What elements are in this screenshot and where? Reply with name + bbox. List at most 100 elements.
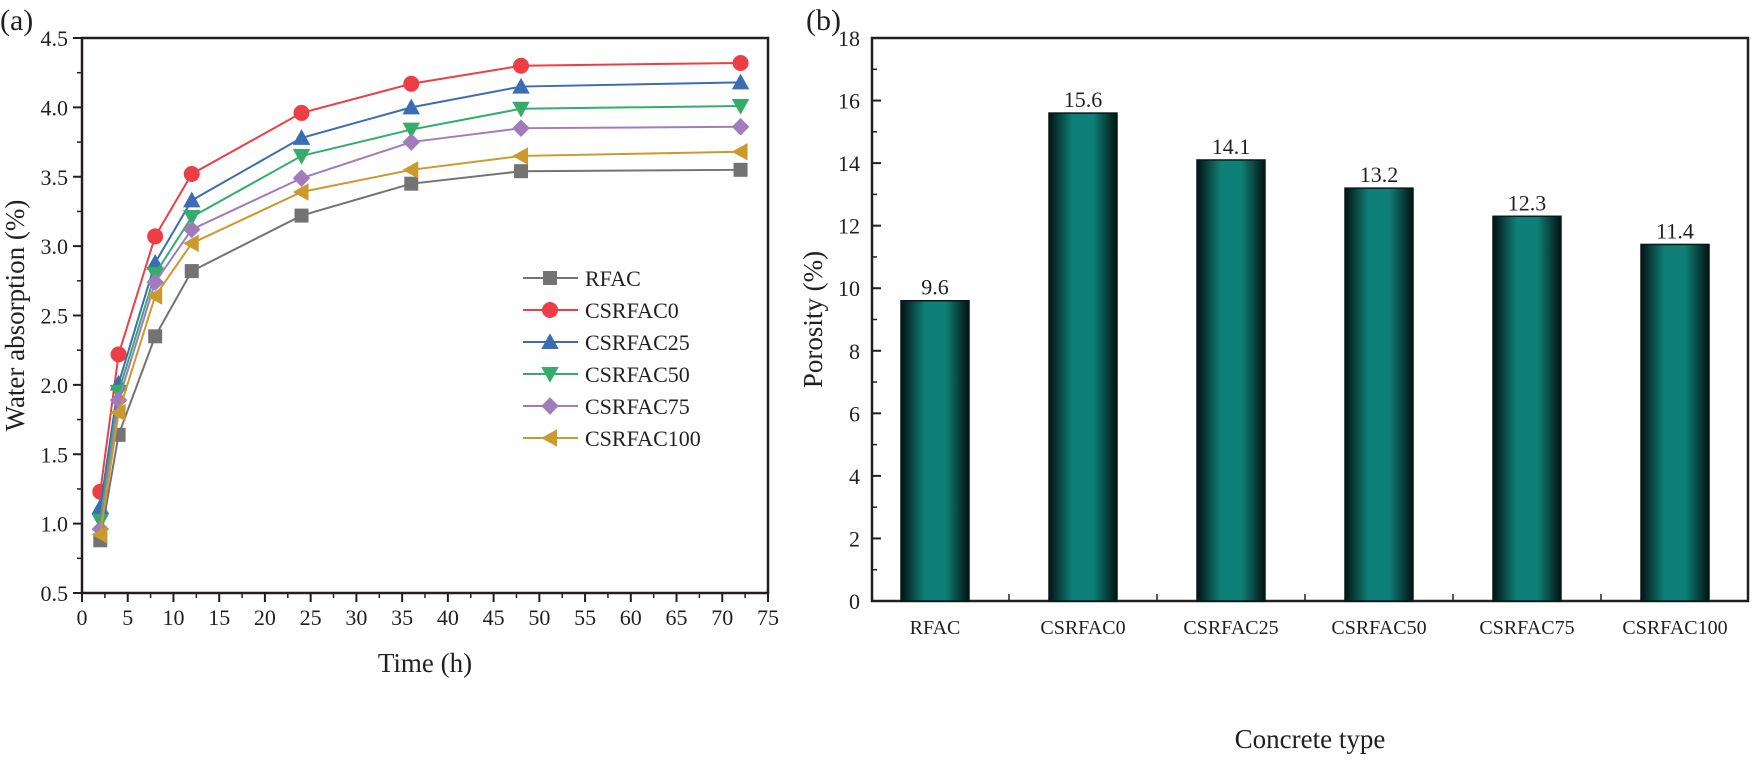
y-tick-label: 3.5 <box>41 165 69 190</box>
data-label: 12.3 <box>1508 190 1547 215</box>
data-point <box>402 133 421 151</box>
y-tick-label: 1.5 <box>41 442 69 467</box>
data-point <box>293 104 310 121</box>
x-tick-label: CSRFAC0 <box>1040 617 1125 639</box>
data-point <box>292 169 311 187</box>
legend-label: RFAC <box>585 266 641 291</box>
bar-rfac <box>900 299 970 602</box>
data-point <box>402 98 421 115</box>
x-tick-label: 0 <box>77 605 88 630</box>
data-point <box>541 367 559 383</box>
data-point <box>732 54 749 71</box>
data-point <box>541 333 559 349</box>
bar-csrfac100 <box>1640 243 1710 602</box>
legend-label: CSRFAC100 <box>585 426 701 451</box>
x-tick-label: 60 <box>620 605 642 630</box>
y-tick-label: 4.5 <box>41 26 69 51</box>
y-tick-label: 4.0 <box>41 95 69 120</box>
series-line <box>99 104 741 521</box>
y-tick-label: 8 <box>849 339 860 364</box>
y-tick-label: 16 <box>838 89 860 114</box>
x-tick-label: 40 <box>437 605 459 630</box>
x-tick-label: 35 <box>391 605 413 630</box>
x-tick-label: RFAC <box>910 617 961 639</box>
bar-csrfac0 <box>1048 112 1118 602</box>
bar-csrfac50 <box>1344 187 1414 602</box>
data-point <box>541 397 559 415</box>
data-point <box>147 228 164 245</box>
y-tick-label: 0.5 <box>41 581 69 606</box>
y-tick-label: 2.5 <box>41 304 69 329</box>
data-point <box>183 165 200 182</box>
x-axis-label: Concrete type <box>1235 724 1386 754</box>
y-tick-label: 6 <box>849 401 860 426</box>
data-point <box>110 346 127 363</box>
y-tick-label: 2.0 <box>41 373 69 398</box>
data-point <box>294 208 309 223</box>
data-point <box>514 164 529 179</box>
data-label: 13.2 <box>1360 162 1399 187</box>
data-point <box>512 101 530 118</box>
series-line <box>99 150 741 535</box>
data-label: 11.4 <box>1656 218 1694 243</box>
bar-csrfac25 <box>1196 159 1266 602</box>
data-point <box>541 429 557 447</box>
data-point <box>292 183 309 201</box>
data-point <box>148 329 163 344</box>
legend-label: CSRFAC25 <box>585 330 690 355</box>
y-tick-label: 0 <box>849 589 860 614</box>
x-axis-label: Time (h) <box>378 648 472 678</box>
series-line <box>99 81 741 508</box>
data-point <box>292 148 311 165</box>
data-point <box>731 98 750 115</box>
x-tick-label: 55 <box>574 605 596 630</box>
data-point <box>183 209 201 226</box>
data-point <box>146 273 164 291</box>
legend: RFAC CSRFAC0 CSRFAC25 CSRFAC50 CSRFAC75 CSRFA… <box>523 266 701 451</box>
legend-label: CSRFAC50 <box>585 362 690 387</box>
legend-label: CSRFAC0 <box>585 298 679 323</box>
y-tick-label: 12 <box>838 214 860 239</box>
series-line <box>99 61 741 492</box>
data-point <box>183 220 201 239</box>
x-tick-label: CSRFAC75 <box>1479 617 1574 639</box>
series-csrfac100 <box>91 143 748 544</box>
data-point <box>512 77 530 94</box>
data-point <box>292 129 311 145</box>
data-label: 14.1 <box>1212 134 1251 159</box>
x-tick-label: 25 <box>300 605 322 630</box>
data-point <box>731 143 748 161</box>
x-tick-label: 45 <box>483 605 505 630</box>
y-tick-label: 4 <box>849 464 860 489</box>
data-point <box>146 287 163 305</box>
x-tick-label: 75 <box>757 605 779 630</box>
y-tick-label: 10 <box>838 276 860 301</box>
y-axis-label: Porosity (%) <box>798 251 828 388</box>
legend-label: CSRFAC75 <box>585 394 690 419</box>
data-point <box>542 302 558 318</box>
data-point <box>403 75 420 92</box>
data-point <box>109 403 126 422</box>
panel-label: (b) <box>806 4 841 37</box>
data-point <box>91 525 108 544</box>
y-tick-label: 1.0 <box>41 512 69 537</box>
x-tick-label: 70 <box>711 605 733 630</box>
y-tick-label: 2 <box>849 526 860 551</box>
x-tick-label: CSRFAC25 <box>1183 617 1278 639</box>
x-tick-label: 50 <box>528 605 550 630</box>
series-csrfac25 <box>91 73 750 514</box>
plot-frame <box>870 36 1750 603</box>
x-tick-label: 20 <box>254 605 276 630</box>
data-point <box>512 147 529 165</box>
y-tick-label: 18 <box>838 26 860 51</box>
data-point <box>543 271 557 285</box>
data-point <box>402 161 419 179</box>
data-label: 9.6 <box>921 275 949 300</box>
x-tick-label: CSRFAC100 <box>1622 617 1727 639</box>
data-point <box>731 73 750 90</box>
x-tick-label: 15 <box>208 605 230 630</box>
data-label: 15.6 <box>1064 87 1103 112</box>
data-point <box>512 119 530 137</box>
data-point <box>402 122 421 139</box>
